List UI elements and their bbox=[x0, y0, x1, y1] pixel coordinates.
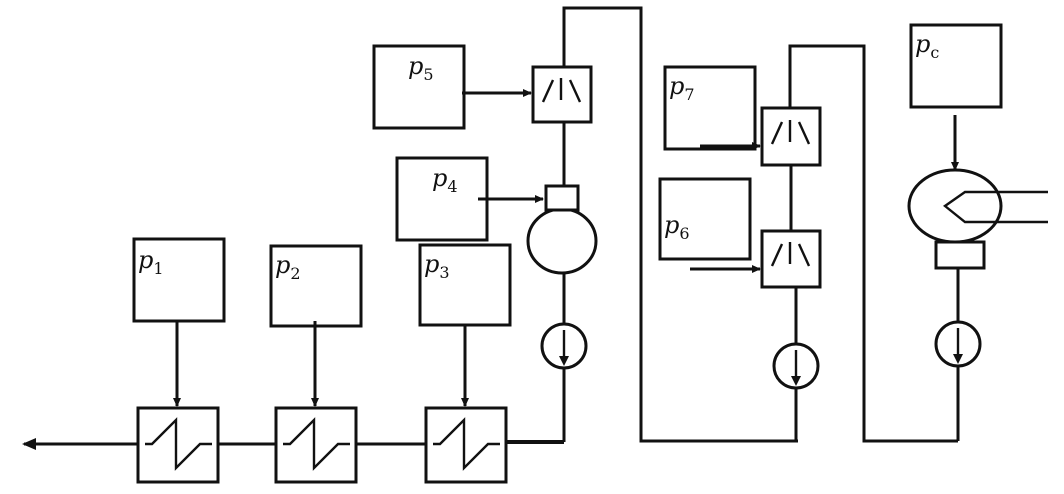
pressure-box-pc: pc bbox=[909, 23, 1003, 171]
heater-3-zigzag-icon bbox=[433, 417, 500, 471]
svg-text:p5: p5 bbox=[408, 52, 434, 84]
svg-text:p7: p7 bbox=[669, 72, 695, 104]
steam-line-1 bbox=[562, 6, 798, 443]
pressure-box-p3: p3 bbox=[418, 243, 512, 407]
pressure-box-p4: p4 bbox=[395, 156, 544, 242]
valve-2 bbox=[760, 106, 822, 167]
pressure-box-p5: p5 bbox=[372, 44, 532, 130]
svg-text:pc: pc bbox=[915, 30, 939, 62]
cooling-water-coil-icon bbox=[942, 190, 1048, 224]
pressure-box-p6: p6 bbox=[658, 177, 761, 273]
outlet-arrow-icon bbox=[22, 438, 36, 450]
condenser bbox=[907, 168, 1048, 270]
heater-2-zigzag-icon bbox=[283, 417, 350, 471]
heater-1 bbox=[136, 406, 220, 484]
pump-1 bbox=[540, 322, 588, 370]
svg-text:p3: p3 bbox=[424, 250, 450, 282]
svg-text:p1: p1 bbox=[138, 246, 164, 278]
steam-line-2 bbox=[788, 44, 958, 443]
svg-text:p4: p4 bbox=[432, 164, 458, 196]
valve-1 bbox=[531, 65, 593, 124]
svg-text:p2: p2 bbox=[275, 251, 301, 283]
valve-3 bbox=[760, 229, 822, 289]
pressure-box-p7: p7 bbox=[663, 65, 761, 151]
pressure-box-p2: p2 bbox=[269, 244, 363, 407]
pump-3 bbox=[934, 320, 982, 368]
svg-text:p6: p6 bbox=[664, 211, 690, 243]
feedwater-main-line bbox=[22, 368, 566, 450]
heater-2 bbox=[274, 406, 358, 484]
heater-1-zigzag-icon bbox=[145, 417, 212, 471]
pump-2 bbox=[772, 342, 820, 390]
deaerator-tank bbox=[526, 184, 598, 275]
heater-3 bbox=[424, 406, 508, 484]
pressure-box-p1: p1 bbox=[132, 237, 226, 407]
